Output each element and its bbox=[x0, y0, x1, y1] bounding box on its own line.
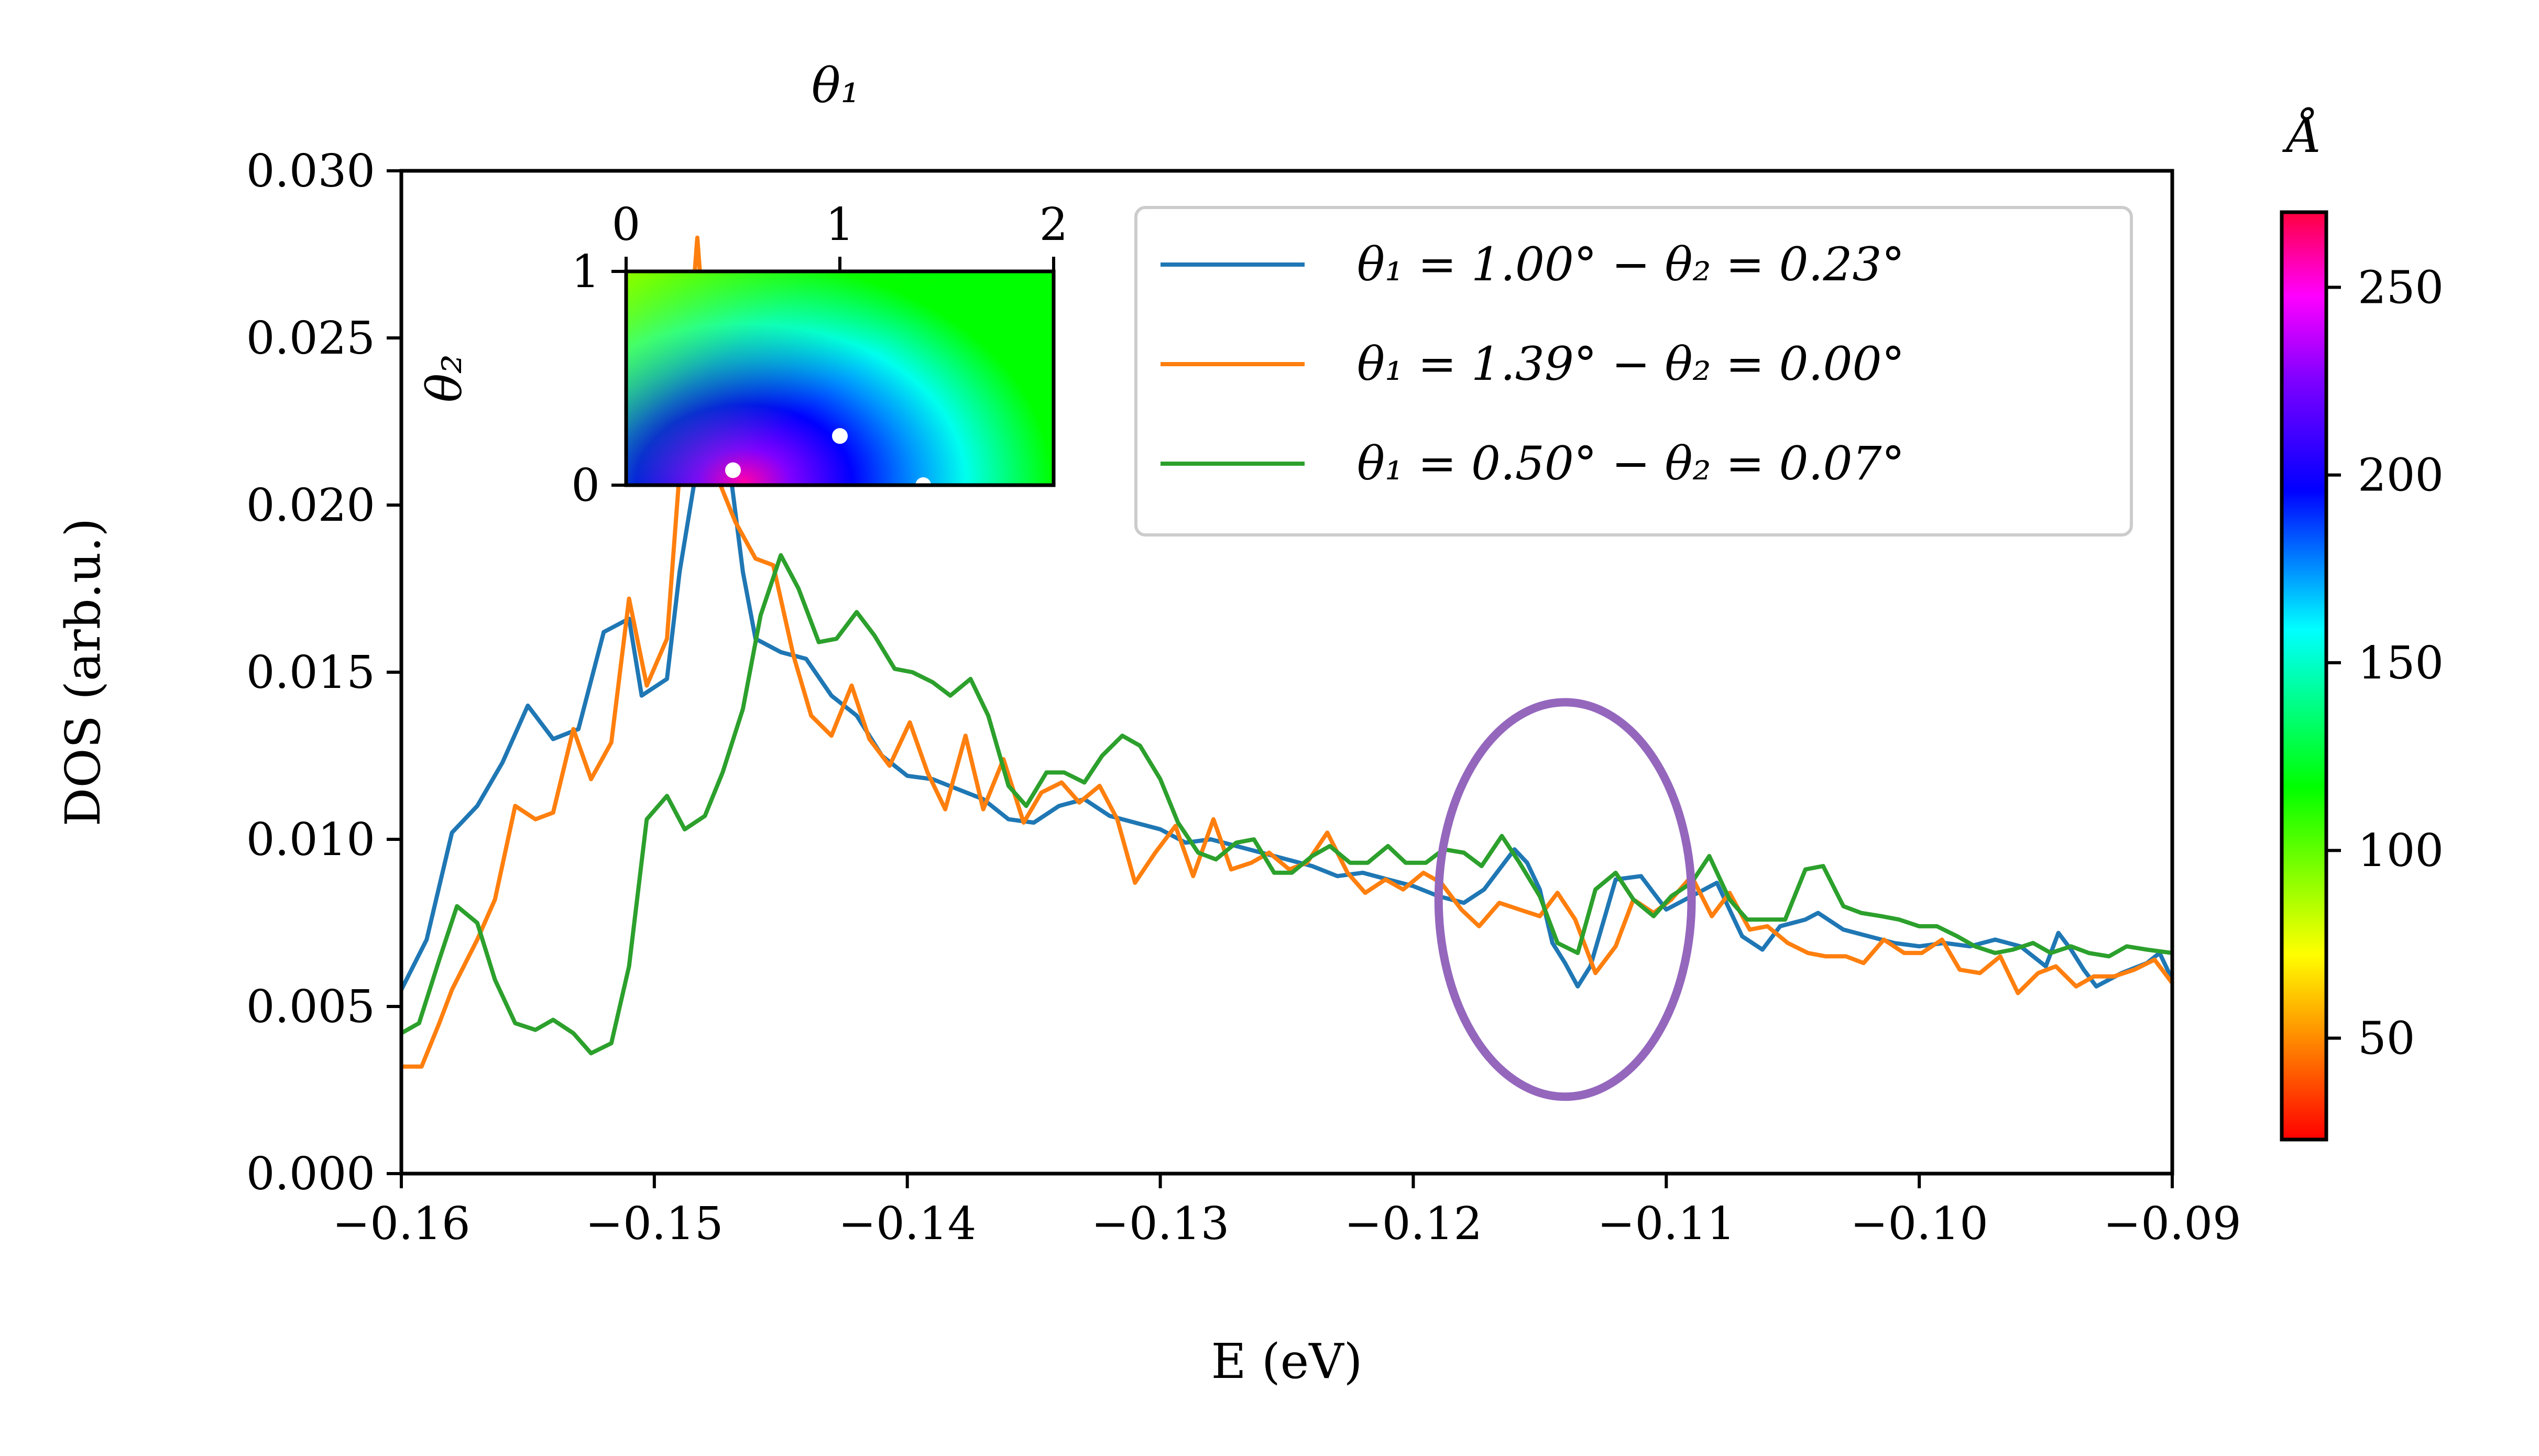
colorbar-tick-label: 100 bbox=[2358, 825, 2444, 877]
highlight-ellipse bbox=[1434, 698, 1696, 1101]
legend-label-1: θ₁ = 1.00° − θ₂ = 0.23° bbox=[1357, 237, 1905, 291]
inset-x-tick-label: 0 bbox=[612, 199, 641, 251]
legend-box bbox=[1134, 206, 2133, 537]
y-tick-label: 0.020 bbox=[246, 479, 375, 532]
series-line-3 bbox=[401, 553, 2172, 1056]
legend-label-3: θ₁ = 0.50° − θ₂ = 0.07° bbox=[1357, 436, 1905, 490]
inset-y-tick-label: 1 bbox=[571, 246, 600, 298]
inset-marker-1 bbox=[725, 462, 741, 478]
colorbar: 50 100 150 200 250 Å bbox=[2280, 107, 2444, 1142]
inset-marker-2 bbox=[832, 428, 848, 444]
inset-y-label: θ₂ bbox=[417, 354, 473, 402]
x-axis-ticks: −0.16 −0.15 −0.14 −0.13 −0.12 −0.11 −0.10 −0.09 bbox=[332, 1174, 2241, 1250]
inset-x-tick-label: 2 bbox=[1039, 199, 1068, 251]
x-tick-label: −0.16 bbox=[332, 1198, 470, 1250]
main-plot-area: −0.16 −0.15 −0.14 −0.13 −0.12 −0.11 −0.10 −0.09… bbox=[55, 145, 2241, 1389]
inset-heatmap-overlay bbox=[626, 271, 1054, 485]
y-axis-label: DOS (arb.u.) bbox=[55, 518, 111, 827]
colorbar-gradient bbox=[2280, 210, 2328, 1142]
colorbar-ticks: 50 100 150 200 250 bbox=[2326, 261, 2444, 1065]
x-tick-label: −0.14 bbox=[838, 1198, 977, 1250]
y-tick-label: 0.000 bbox=[246, 1148, 375, 1200]
colorbar-tick-label: 150 bbox=[2358, 637, 2444, 689]
x-tick-label: −0.11 bbox=[1597, 1198, 1736, 1250]
x-tick-label: −0.15 bbox=[585, 1198, 724, 1250]
y-tick-label: 0.030 bbox=[246, 145, 375, 198]
colorbar-tick-label: 200 bbox=[2358, 450, 2444, 502]
y-tick-label: 0.010 bbox=[246, 814, 375, 866]
inset-heatmap: 0 1 201 θ₁ θ₂ bbox=[417, 58, 1068, 512]
legend: θ₁ = 1.00° − θ₂ = 0.23° θ₁ = 1.39° − θ₂ =… bbox=[1134, 206, 2133, 537]
colorbar-tick-label: 250 bbox=[2358, 261, 2444, 314]
y-tick-label: 0.005 bbox=[246, 981, 375, 1033]
x-tick-label: −0.12 bbox=[1344, 1198, 1483, 1250]
inset-ticks: 0 1 201 bbox=[571, 199, 1068, 512]
x-tick-label: −0.09 bbox=[2103, 1198, 2241, 1250]
inset-x-tick-label: 1 bbox=[826, 199, 855, 251]
y-tick-label: 0.025 bbox=[246, 312, 375, 365]
colorbar-tick-label: 50 bbox=[2358, 1013, 2415, 1065]
x-axis-label: E (eV) bbox=[1211, 1333, 1362, 1389]
legend-label-2: θ₁ = 1.39° − θ₂ = 0.00° bbox=[1357, 337, 1905, 391]
inset-x-label: θ₁ bbox=[812, 58, 860, 114]
x-tick-label: −0.10 bbox=[1850, 1198, 1988, 1250]
y-axis-ticks: 0.000 0.005 0.010 0.015 0.020 0.025 0.030 bbox=[246, 145, 401, 1200]
y-tick-label: 0.015 bbox=[246, 647, 375, 699]
colorbar-label: Å bbox=[2282, 107, 2322, 163]
inset-y-tick-label: 0 bbox=[571, 459, 600, 512]
x-tick-label: −0.13 bbox=[1091, 1198, 1230, 1250]
